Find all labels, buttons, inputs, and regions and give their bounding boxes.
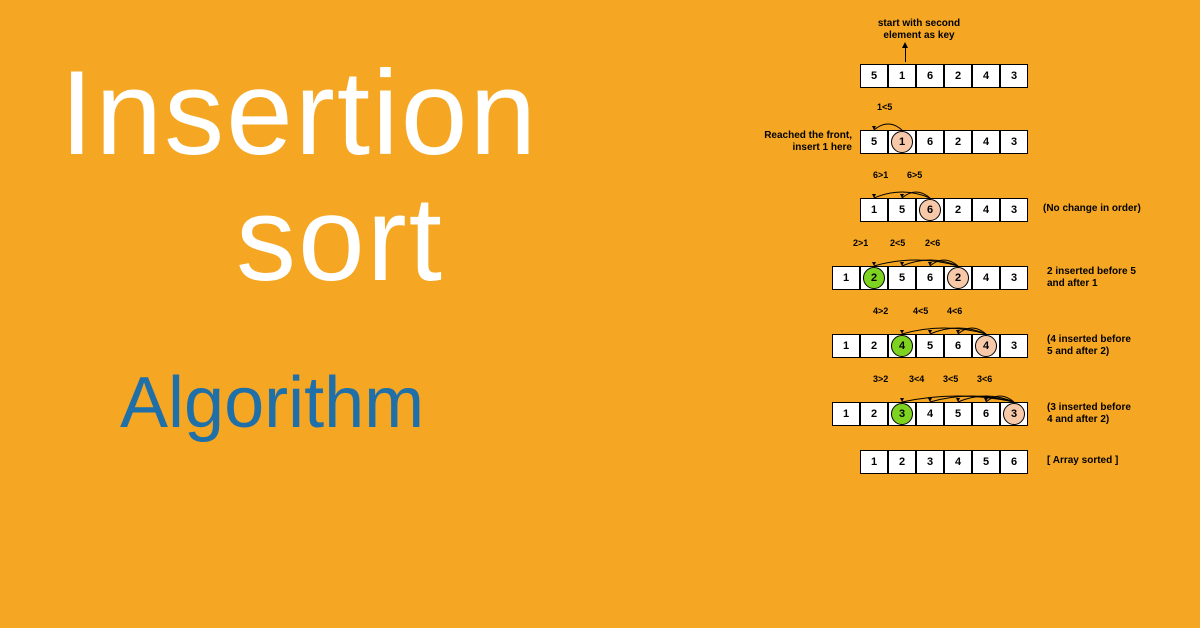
cell: 4 <box>972 130 1000 154</box>
right-note: (No change in order) <box>1043 203 1163 215</box>
cell: 1 <box>860 450 888 474</box>
green-highlight: 3 <box>891 403 913 425</box>
right-note: [ Array sorted ] <box>1047 455 1167 467</box>
cell: 1 <box>888 130 916 154</box>
comparison-label: 3<4 <box>909 374 924 384</box>
cell: 5 <box>916 334 944 358</box>
comparison-arcs <box>725 266 1125 267</box>
cell: 4 <box>944 450 972 474</box>
cell: 5 <box>860 64 888 88</box>
cell: 1 <box>832 266 860 290</box>
cell: 4 <box>972 198 1000 222</box>
title-block: Insertion sort Algorithm <box>60 50 620 444</box>
title-line2: sort <box>60 176 620 302</box>
comparison-label: 2>1 <box>853 238 868 248</box>
cell: 6 <box>916 130 944 154</box>
array-row: 156243 <box>860 198 1028 222</box>
top-note: start with secondelement as key <box>869 18 969 42</box>
insertion-sort-diagram: 516243start with secondelement as key516… <box>725 18 1170 488</box>
array-row: 123456 <box>860 450 1028 474</box>
comparison-label: 4<5 <box>913 306 928 316</box>
cell: 5 <box>972 450 1000 474</box>
cell: 2 <box>944 266 972 290</box>
cell: 6 <box>916 198 944 222</box>
cell: 6 <box>916 266 944 290</box>
comparison-label: 3<5 <box>943 374 958 384</box>
cell: 3 <box>1000 402 1028 426</box>
step-6: 123456 [ Array sorted ] <box>725 442 1170 478</box>
subtitle: Algorithm <box>120 362 620 444</box>
comparison-arcs <box>725 130 1125 131</box>
cell: 4 <box>888 334 916 358</box>
cell: 2 <box>860 334 888 358</box>
cell: 4 <box>916 402 944 426</box>
right-note: (3 inserted before4 and after 2) <box>1047 402 1167 426</box>
cell: 1 <box>832 402 860 426</box>
orange-highlight: 3 <box>1003 403 1025 425</box>
cell: 5 <box>860 130 888 154</box>
array-row: 1234563 <box>832 402 1028 426</box>
comparison-arcs <box>725 198 1125 199</box>
cell: 6 <box>944 334 972 358</box>
cell: 3 <box>1000 130 1028 154</box>
orange-highlight: 6 <box>919 199 941 221</box>
step-0: 516243 start with secondelement as key <box>725 18 1170 92</box>
arrow-up-icon <box>902 42 908 48</box>
cell: 5 <box>888 198 916 222</box>
cell: 2 <box>944 64 972 88</box>
orange-highlight: 4 <box>975 335 997 357</box>
cell: 3 <box>1000 198 1028 222</box>
cell: 5 <box>888 266 916 290</box>
comparison-label: 1<5 <box>877 102 892 112</box>
cell: 3 <box>1000 266 1028 290</box>
left-note: Reached the front,insert 1 here <box>747 130 852 154</box>
comparison-label: 4<6 <box>947 306 962 316</box>
right-note: (4 inserted before5 and after 2) <box>1047 334 1167 358</box>
orange-highlight: 2 <box>947 267 969 289</box>
cell: 5 <box>944 402 972 426</box>
cell: 3 <box>1000 334 1028 358</box>
comparison-label: 4>2 <box>873 306 888 316</box>
array-row: 516243 <box>860 130 1028 154</box>
array-row: 1256243 <box>832 266 1028 290</box>
step-1: 516243 Reached the front,insert 1 here 1<5 <box>725 102 1170 160</box>
right-note: 2 inserted before 5and after 1 <box>1047 266 1167 290</box>
cell: 4 <box>972 334 1000 358</box>
cell: 3 <box>1000 64 1028 88</box>
cell: 2 <box>860 266 888 290</box>
cell: 2 <box>944 130 972 154</box>
step-5: 1234563(3 inserted before4 and after 2)3… <box>725 374 1170 432</box>
step-3: 12562432 inserted before 5and after 12>1… <box>725 238 1170 296</box>
cell: 1 <box>888 64 916 88</box>
comparison-arcs <box>725 334 1125 335</box>
step-2: 156243 (No change in order) 6>1 6>5 <box>725 170 1170 228</box>
cell: 1 <box>832 334 860 358</box>
comparison-label: 3<6 <box>977 374 992 384</box>
comparison-label: 6>1 <box>873 170 888 180</box>
comparison-arcs <box>725 402 1125 403</box>
comparison-label: 2<6 <box>925 238 940 248</box>
green-highlight: 2 <box>863 267 885 289</box>
green-highlight: 4 <box>891 335 913 357</box>
orange-highlight: 1 <box>891 131 913 153</box>
cell: 1 <box>860 198 888 222</box>
cell: 2 <box>944 198 972 222</box>
comparison-label: 6>5 <box>907 170 922 180</box>
comparison-label: 3>2 <box>873 374 888 384</box>
cell: 6 <box>916 64 944 88</box>
title-line1: Insertion <box>60 50 620 176</box>
comparison-label: 2<5 <box>890 238 905 248</box>
cell: 4 <box>972 266 1000 290</box>
cell: 3 <box>888 402 916 426</box>
cell: 6 <box>1000 450 1028 474</box>
array-row: 516243 <box>860 64 1028 88</box>
cell: 6 <box>972 402 1000 426</box>
cell: 2 <box>860 402 888 426</box>
cell: 2 <box>888 450 916 474</box>
step-4: 1245643(4 inserted before5 and after 2)4… <box>725 306 1170 364</box>
array-row: 1245643 <box>832 334 1028 358</box>
cell: 3 <box>916 450 944 474</box>
cell: 4 <box>972 64 1000 88</box>
